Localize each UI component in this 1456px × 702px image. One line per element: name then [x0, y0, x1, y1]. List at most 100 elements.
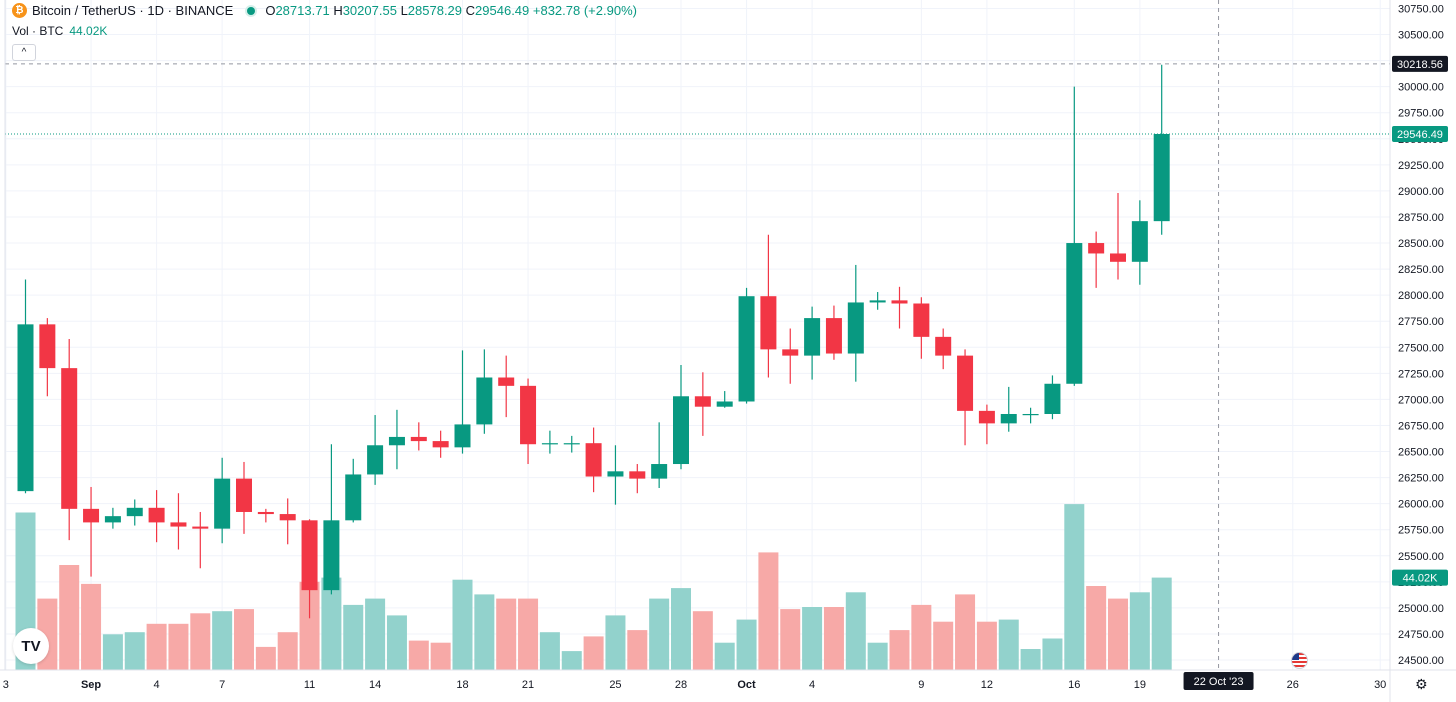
candle-body [192, 526, 209, 529]
volume-bar [955, 594, 976, 670]
candle-body [563, 443, 580, 445]
y-tick-label: 27250.00 [1398, 368, 1444, 380]
volume-bar [81, 583, 102, 670]
volume-bar [823, 607, 844, 670]
candle-body [432, 441, 449, 448]
gear-icon[interactable]: ⚙ [1415, 676, 1428, 692]
x-tick-label: 11 [304, 679, 315, 691]
x-tick-label: 4 [809, 679, 815, 691]
symbol-title[interactable]: Bitcoin / TetherUS · 1D · BINANCE [32, 3, 234, 18]
candle-body [891, 300, 908, 304]
y-tick-label: 30500.00 [1398, 30, 1444, 42]
y-tick-label: 30000.00 [1398, 82, 1444, 94]
volume-bar [911, 604, 932, 670]
x-tick-label: 7 [219, 679, 225, 691]
y-tick-label: 27500.00 [1398, 342, 1444, 354]
volume-bar [190, 613, 211, 670]
candle-body [825, 318, 842, 354]
x-tick-label: 12 [981, 679, 993, 691]
x-tick-label: 18 [456, 679, 468, 691]
bitcoin-icon: ₿ [12, 3, 27, 18]
y-tick-label: 24500.00 [1398, 655, 1444, 667]
candle-body [694, 396, 711, 407]
volume-bar [474, 594, 495, 670]
y-tick-label: 29750.00 [1398, 108, 1444, 120]
y-tick-label: 27750.00 [1398, 316, 1444, 328]
volume-bar [845, 592, 866, 670]
candle-body [1000, 413, 1017, 424]
volume-bar [59, 565, 80, 670]
volume-label: Vol · BTC [12, 24, 64, 38]
volume-bar [583, 636, 604, 670]
volume-bar [1108, 598, 1128, 670]
tradingview-logo[interactable]: TV [13, 628, 49, 664]
candle-body [847, 302, 864, 354]
volume-bar [561, 651, 582, 670]
y-tick-label: 29000.00 [1398, 186, 1444, 198]
y-tick-label: 28000.00 [1398, 290, 1444, 302]
volume-bar [1042, 638, 1063, 670]
candle-body [716, 401, 733, 407]
volume-bar [539, 632, 560, 670]
volume-bar [168, 623, 189, 670]
volume-bar [102, 634, 123, 670]
x-tick-label: 25 [609, 679, 621, 691]
volume-bar [1129, 592, 1150, 670]
volume-bar [146, 623, 167, 670]
y-tick-label: 24750.00 [1398, 629, 1444, 641]
volume-bar [496, 598, 517, 670]
candle-body [760, 296, 777, 350]
volume-bar [1020, 649, 1041, 670]
x-tick-label: 14 [369, 679, 381, 691]
x-tick-label: 30 [1374, 679, 1386, 691]
close-label: C [465, 3, 476, 18]
volume-bar [299, 581, 320, 670]
last-price-badge-bg [1392, 125, 1448, 142]
volume-bar [1064, 504, 1085, 670]
crosshair-price-badge: 30218.56 [1397, 59, 1443, 71]
candle-body [236, 478, 252, 512]
volume-bar [124, 632, 145, 670]
candle-body [126, 507, 143, 517]
candle-body [1153, 134, 1170, 222]
volume-bar [452, 579, 473, 670]
volume-bar [758, 552, 779, 670]
x-tick-label: 4 [154, 679, 160, 691]
candle-body [782, 349, 799, 356]
x-tick-label: 3 [3, 679, 9, 691]
candle-body [869, 300, 886, 303]
candle-body [978, 410, 995, 424]
crosshair-date-badge-bg [1183, 672, 1254, 690]
candle-body [957, 355, 974, 411]
volume-bar [998, 619, 1019, 670]
volume-bar [714, 642, 735, 670]
volume-bar [234, 609, 254, 670]
candle-body [148, 507, 165, 523]
candle-body [170, 522, 187, 527]
collapse-legend-button[interactable]: ^ [12, 44, 36, 61]
volume-legend[interactable]: Vol · BTC 44.02K [12, 24, 107, 38]
candle-body [673, 396, 689, 465]
close-value: 29546.49 +832.78 (+2.90%) [475, 3, 637, 18]
volume-bar [430, 642, 451, 670]
volume-bar [627, 630, 648, 670]
volume-bar [1151, 577, 1172, 670]
volume-bar [277, 632, 298, 670]
open-label: O [265, 3, 276, 18]
volume-bar [649, 598, 670, 670]
candle-body [323, 520, 340, 591]
us-flag-icon[interactable] [1291, 652, 1308, 669]
candle-body [454, 424, 471, 448]
high-value: 30207.55 [342, 3, 397, 18]
volume-bar [255, 646, 276, 670]
candle-body [520, 385, 537, 445]
volume-bar [365, 598, 386, 670]
x-tick-label: Oct [737, 679, 756, 691]
y-tick-label: 26250.00 [1398, 473, 1444, 485]
y-tick-label: 28250.00 [1398, 264, 1444, 276]
candle-body [1066, 243, 1083, 384]
volume-bar [736, 619, 757, 670]
candle-body [388, 436, 405, 446]
volume-bar [867, 642, 888, 670]
